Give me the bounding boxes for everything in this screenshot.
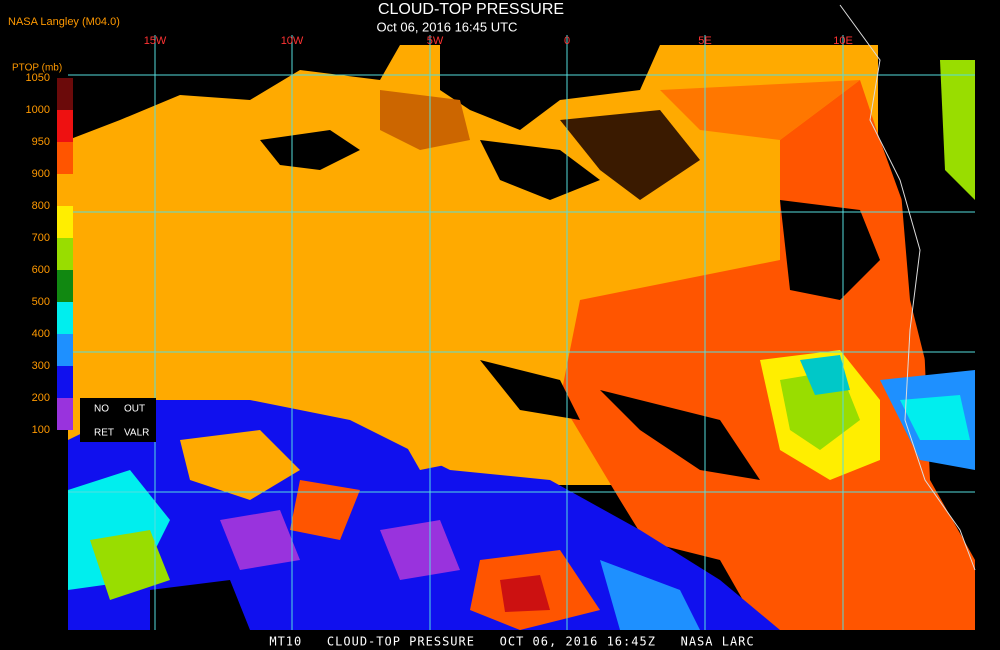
colorbar-tick-label: 100 <box>32 424 50 436</box>
longitude-label: 5W <box>427 35 444 47</box>
colorbar-tick-label: 900 <box>32 168 50 180</box>
longitude-label: 0 <box>564 35 570 47</box>
colorbar-swatch <box>57 78 73 110</box>
datetime: Oct 06, 2016 16:45 UTC <box>377 19 518 34</box>
longitude-label: 10W <box>281 35 304 47</box>
legend-item: NO <box>94 404 109 415</box>
colorbar-tick-label: 200 <box>32 392 50 404</box>
colorbar-swatch <box>57 206 73 238</box>
caption: MT10 CLOUD-TOP PRESSURE OCT 06, 2016 16:… <box>269 635 754 649</box>
colorbar-swatch <box>57 302 73 334</box>
colorbar: 1050 1000 950 900 800 700 600 500 400 300 200 100 <box>26 72 73 436</box>
colorbar-tick-label: 400 <box>32 328 50 340</box>
colorbar-tick-label: 1050 <box>26 72 50 84</box>
map-imagery <box>68 35 975 630</box>
colorbar-tick-label: 1000 <box>26 104 50 116</box>
legend: NO OUT RET VALR <box>80 398 156 442</box>
colorbar-tick-label: 800 <box>32 200 50 212</box>
colorbar-tick-label: 950 <box>32 136 50 148</box>
longitude-label: 10E <box>833 35 853 47</box>
legend-item: OUT <box>124 404 145 415</box>
longitude-label: 15W <box>144 35 167 47</box>
colorbar-swatch <box>57 366 73 398</box>
coastline <box>839 4 976 571</box>
colorbar-swatch <box>57 238 73 270</box>
graticule: 15W 10W 5W 0 5E 10E <box>68 35 975 630</box>
legend-item: VALR <box>124 428 149 439</box>
colorbar-tick-label: 600 <box>32 264 50 276</box>
legend-item: RET <box>94 428 114 439</box>
colorbar-swatch <box>57 174 73 206</box>
colorbar-label: PTOP (mb) <box>12 63 62 74</box>
colorbar-swatch <box>57 334 73 366</box>
longitude-label: 5E <box>698 35 711 47</box>
colorbar-swatch <box>57 142 73 174</box>
colorbar-tick-label: 700 <box>32 232 50 244</box>
colorbar-tick-label: 500 <box>32 296 50 308</box>
colorbar-swatch <box>57 398 73 430</box>
source-label: NASA Langley (M04.0) <box>8 16 120 28</box>
title: CLOUD-TOP PRESSURE <box>378 1 564 18</box>
colorbar-tick-label: 300 <box>32 360 50 372</box>
colorbar-swatch <box>57 270 73 302</box>
colorbar-swatch <box>57 110 73 142</box>
